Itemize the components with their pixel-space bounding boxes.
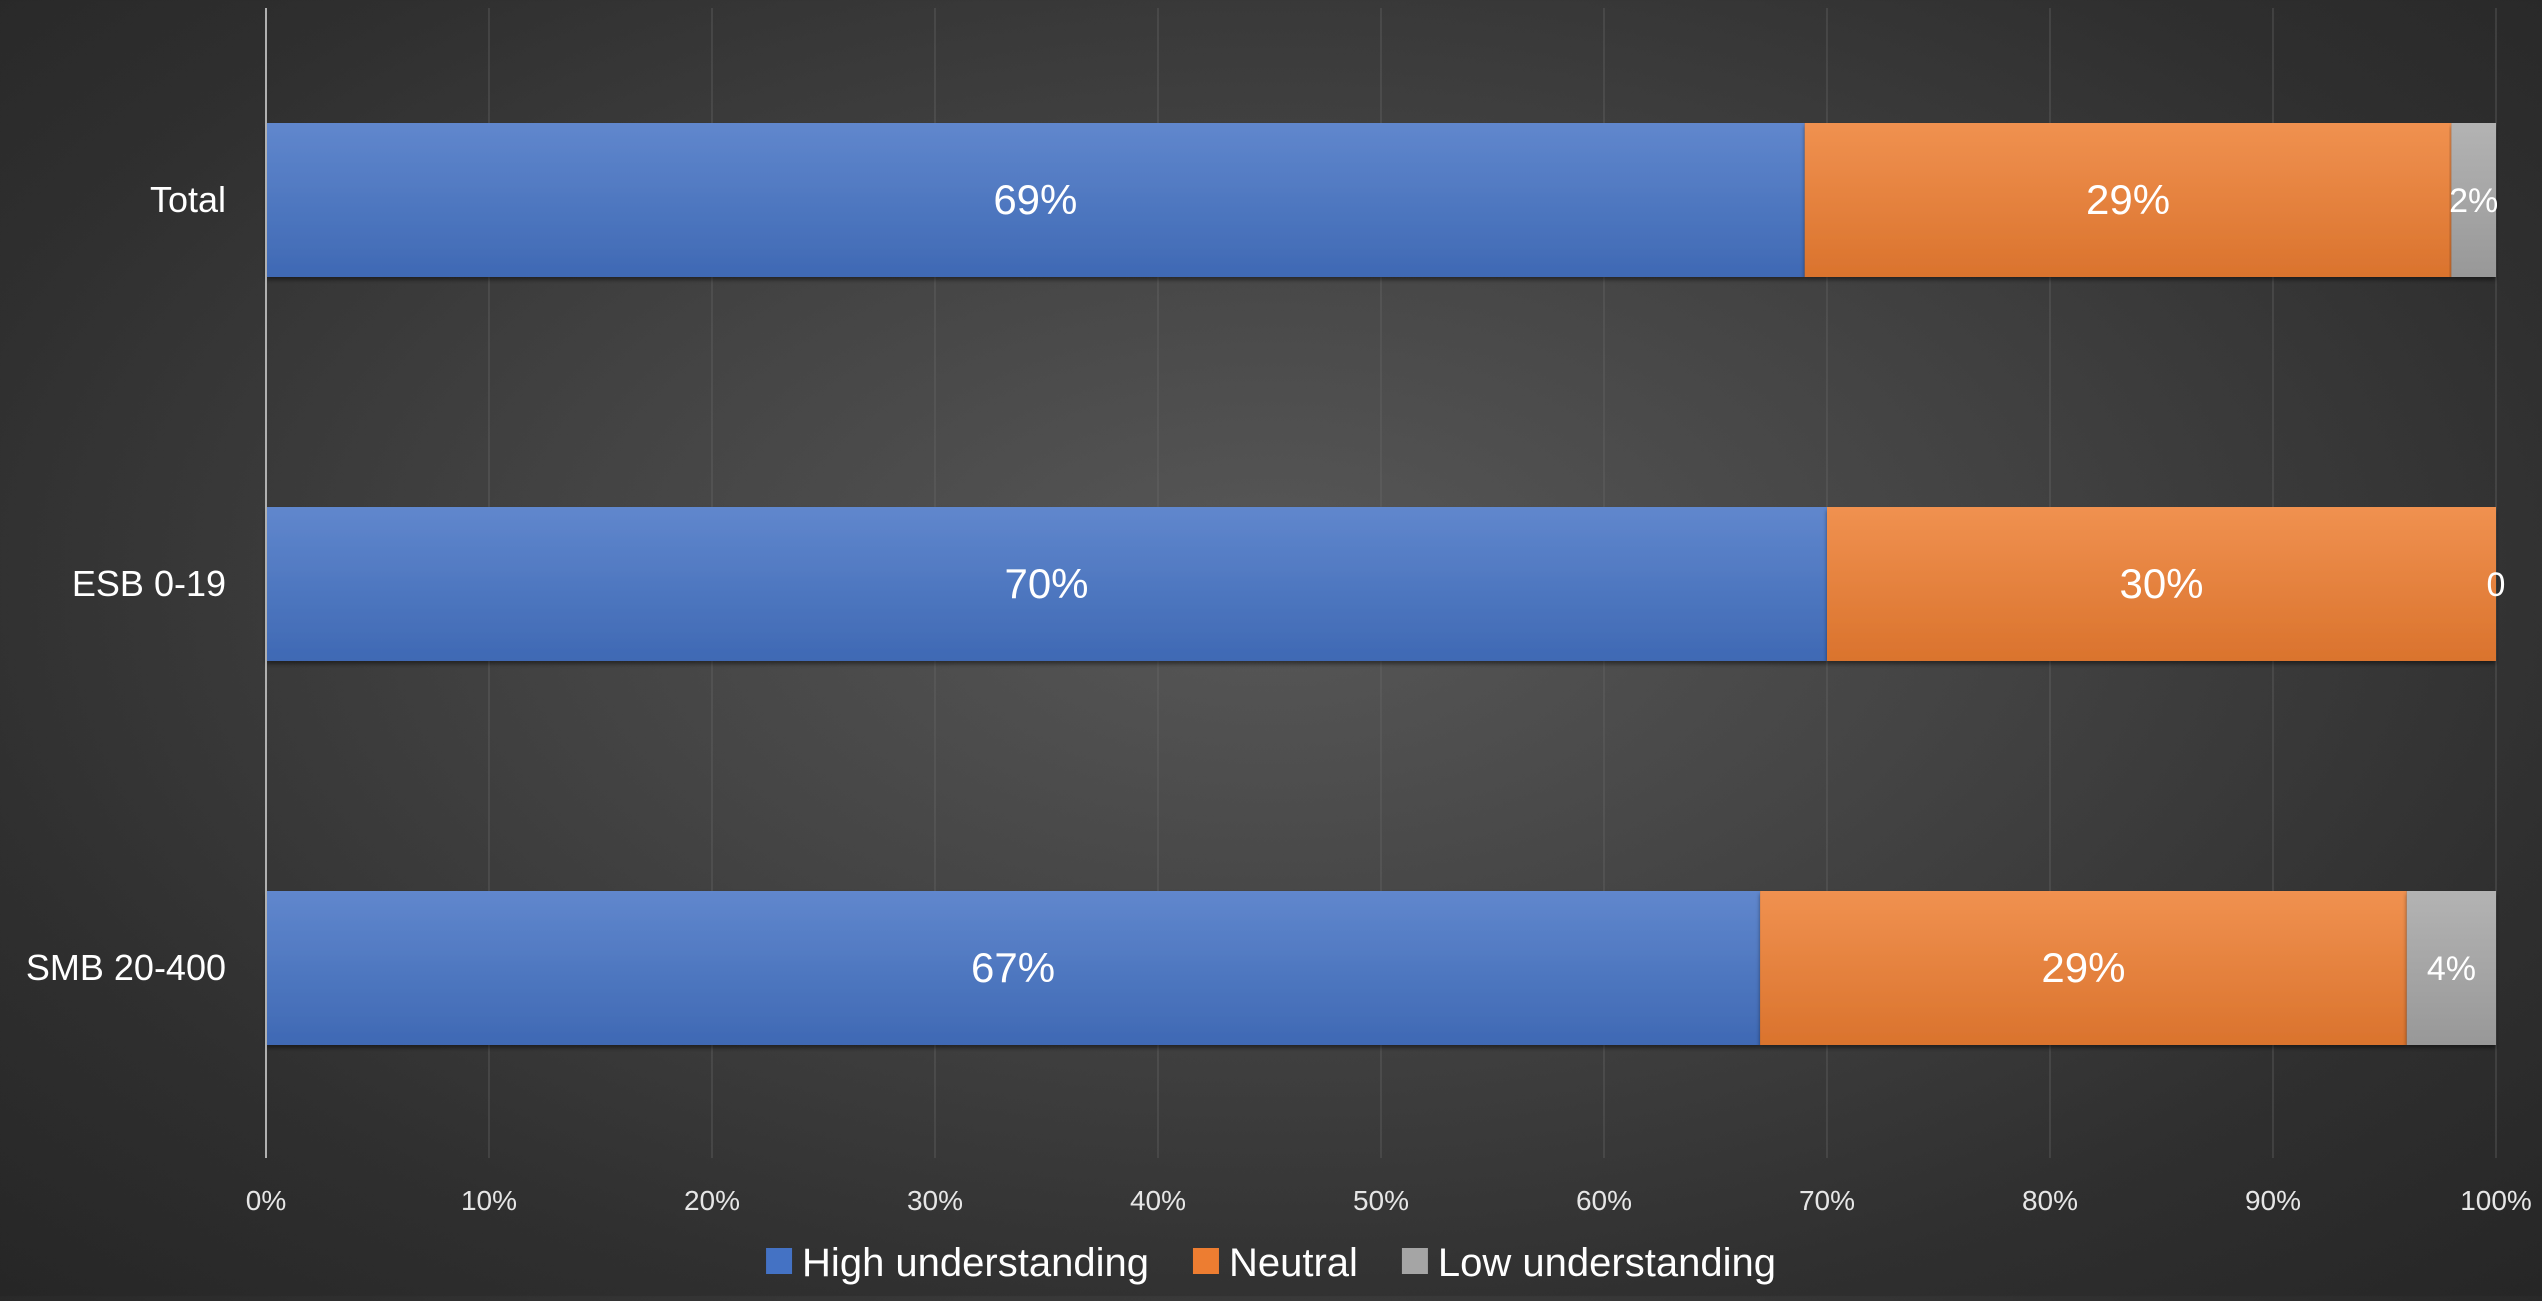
legend-label: Neutral (1229, 1241, 1358, 1285)
x-tick-label: 40% (1130, 1185, 1186, 1216)
legend-item: Low understanding (1401, 1241, 1776, 1285)
category-label: Total (150, 179, 226, 220)
x-tick-label: 60% (1576, 1185, 1632, 1216)
x-tick-label: 0% (246, 1185, 286, 1216)
data-label: 4% (2427, 950, 2476, 988)
data-label: 0 (2487, 566, 2506, 604)
legend-item: Neutral (1192, 1241, 1358, 1285)
legend-label: Low understanding (1438, 1241, 1776, 1285)
category-label: ESB 0-19 (72, 563, 226, 604)
data-label: 70% (1004, 560, 1088, 607)
axes: 0% 10% 20% 30% 40% 50% 60% 70% 80% 90% 100% Total ES… (26, 8, 2532, 1216)
data-label: 2% (2449, 182, 2498, 220)
x-tick-label: 100% (2460, 1185, 2532, 1216)
bars (266, 123, 2496, 1045)
bar-segment (266, 123, 1805, 277)
legend-label: High understanding (802, 1241, 1149, 1285)
x-tick-label: 90% (2245, 1185, 2301, 1216)
x-tick-label: 30% (907, 1185, 963, 1216)
category-label: SMB 20-400 (26, 947, 226, 988)
data-label: 29% (2086, 176, 2170, 223)
bar-segment (2451, 123, 2496, 277)
legend-swatch (1192, 1248, 1219, 1274)
legend-swatch (1401, 1248, 1428, 1274)
legend-item: High understanding (766, 1241, 1149, 1285)
bar-segment (1804, 123, 2452, 277)
data-label: 29% (2041, 944, 2125, 991)
bar-segment (266, 507, 1827, 661)
x-tick-label: 50% (1353, 1185, 1409, 1216)
legend-swatch (766, 1248, 793, 1274)
x-tick-label: 10% (461, 1185, 517, 1216)
legend: High understanding Neutral Low understandi… (766, 1241, 1776, 1285)
data-labels: 69% 29% 2% 70% 30% 0 67% 29% 4% (971, 176, 2505, 991)
bar-segment (1827, 507, 2496, 661)
data-label: 67% (971, 944, 1055, 991)
data-label: 69% (993, 176, 1077, 223)
bar-segment (2406, 891, 2496, 1045)
bar-segment (1760, 891, 2407, 1045)
bar-segment (266, 891, 1761, 1045)
data-label: 30% (2119, 560, 2203, 607)
x-tick-label: 20% (684, 1185, 740, 1216)
x-tick-label: 70% (1799, 1185, 1855, 1216)
x-tick-label: 80% (2022, 1185, 2078, 1216)
